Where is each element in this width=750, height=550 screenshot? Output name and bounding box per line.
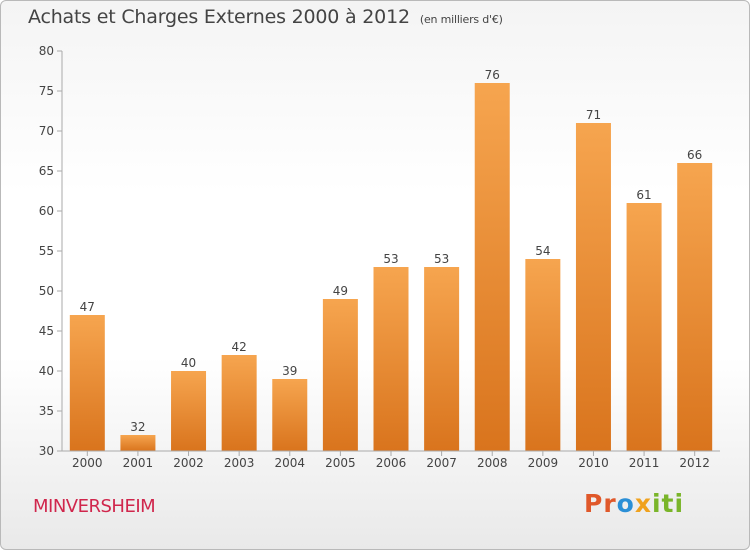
y-tick-label: 60: [39, 204, 54, 218]
x-tick-label: 2003: [224, 456, 255, 470]
x-axis: 2000 2001 2002 2003 2004 2005 2006 2007 2008 2009…: [62, 450, 720, 470]
bar: [272, 379, 308, 451]
x-tick-label: 2000: [72, 456, 103, 470]
data-label: 49: [333, 284, 348, 298]
bar: [424, 267, 460, 451]
bar: [474, 83, 510, 451]
data-label: 66: [687, 148, 702, 162]
x-tick-label: 2002: [173, 456, 204, 470]
data-label: 53: [434, 252, 449, 266]
bar: [120, 435, 156, 451]
y-tick-label: 65: [39, 164, 54, 178]
data-label: 76: [485, 68, 500, 82]
x-tick-label: 2008: [477, 456, 508, 470]
chart-title-text: Achats et Charges Externes 2000 à 2012: [28, 6, 410, 28]
x-tick-label: 2006: [376, 456, 407, 470]
commune-name: MINVERSHEIM: [33, 496, 156, 517]
y-tick-label: 45: [39, 324, 54, 338]
bar: [626, 203, 662, 451]
data-label: 53: [383, 252, 398, 266]
chart-title: Achats et Charges Externes 2000 à 2012 (e…: [28, 6, 503, 28]
data-label: 71: [586, 108, 601, 122]
bar: [322, 299, 358, 451]
bar: [677, 163, 713, 451]
data-label: 40: [181, 356, 196, 370]
data-label: 39: [282, 364, 297, 378]
y-tick-label: 70: [39, 124, 54, 138]
proxiti-logo: Proxiti: [584, 489, 685, 518]
y-tick-label: 80: [39, 44, 54, 58]
data-label: 61: [636, 188, 651, 202]
bar: [221, 355, 257, 451]
x-tick-label: 2012: [679, 456, 710, 470]
data-label: 42: [232, 340, 247, 354]
bar: [575, 123, 611, 451]
data-label: 54: [535, 244, 550, 258]
bars: 47 32 40 42 39 49 53 53 76 54 71 61 66: [69, 68, 713, 451]
x-tick-label: 2011: [629, 456, 660, 470]
x-tick-label: 2007: [426, 456, 457, 470]
y-tick-label: 30: [39, 444, 54, 458]
bar: [373, 267, 409, 451]
chart-unit: (en milliers d'€): [419, 13, 503, 26]
data-label: 32: [130, 420, 145, 434]
data-label: 47: [80, 300, 95, 314]
x-tick-label: 2004: [274, 456, 305, 470]
bar: [525, 259, 561, 451]
y-tick-label: 40: [39, 364, 54, 378]
bar: [171, 371, 207, 451]
y-tick-label: 50: [39, 284, 54, 298]
y-tick-label: 55: [39, 244, 54, 258]
x-tick-label: 2005: [325, 456, 356, 470]
x-tick-label: 2001: [123, 456, 154, 470]
y-axis: 30 35 40 45 50 55 60 65 70 75 80: [39, 44, 63, 458]
x-tick-label: 2010: [578, 456, 609, 470]
y-tick-label: 35: [39, 404, 54, 418]
x-tick-label: 2009: [528, 456, 559, 470]
y-tick-label: 75: [39, 84, 54, 98]
bar: [69, 315, 105, 451]
